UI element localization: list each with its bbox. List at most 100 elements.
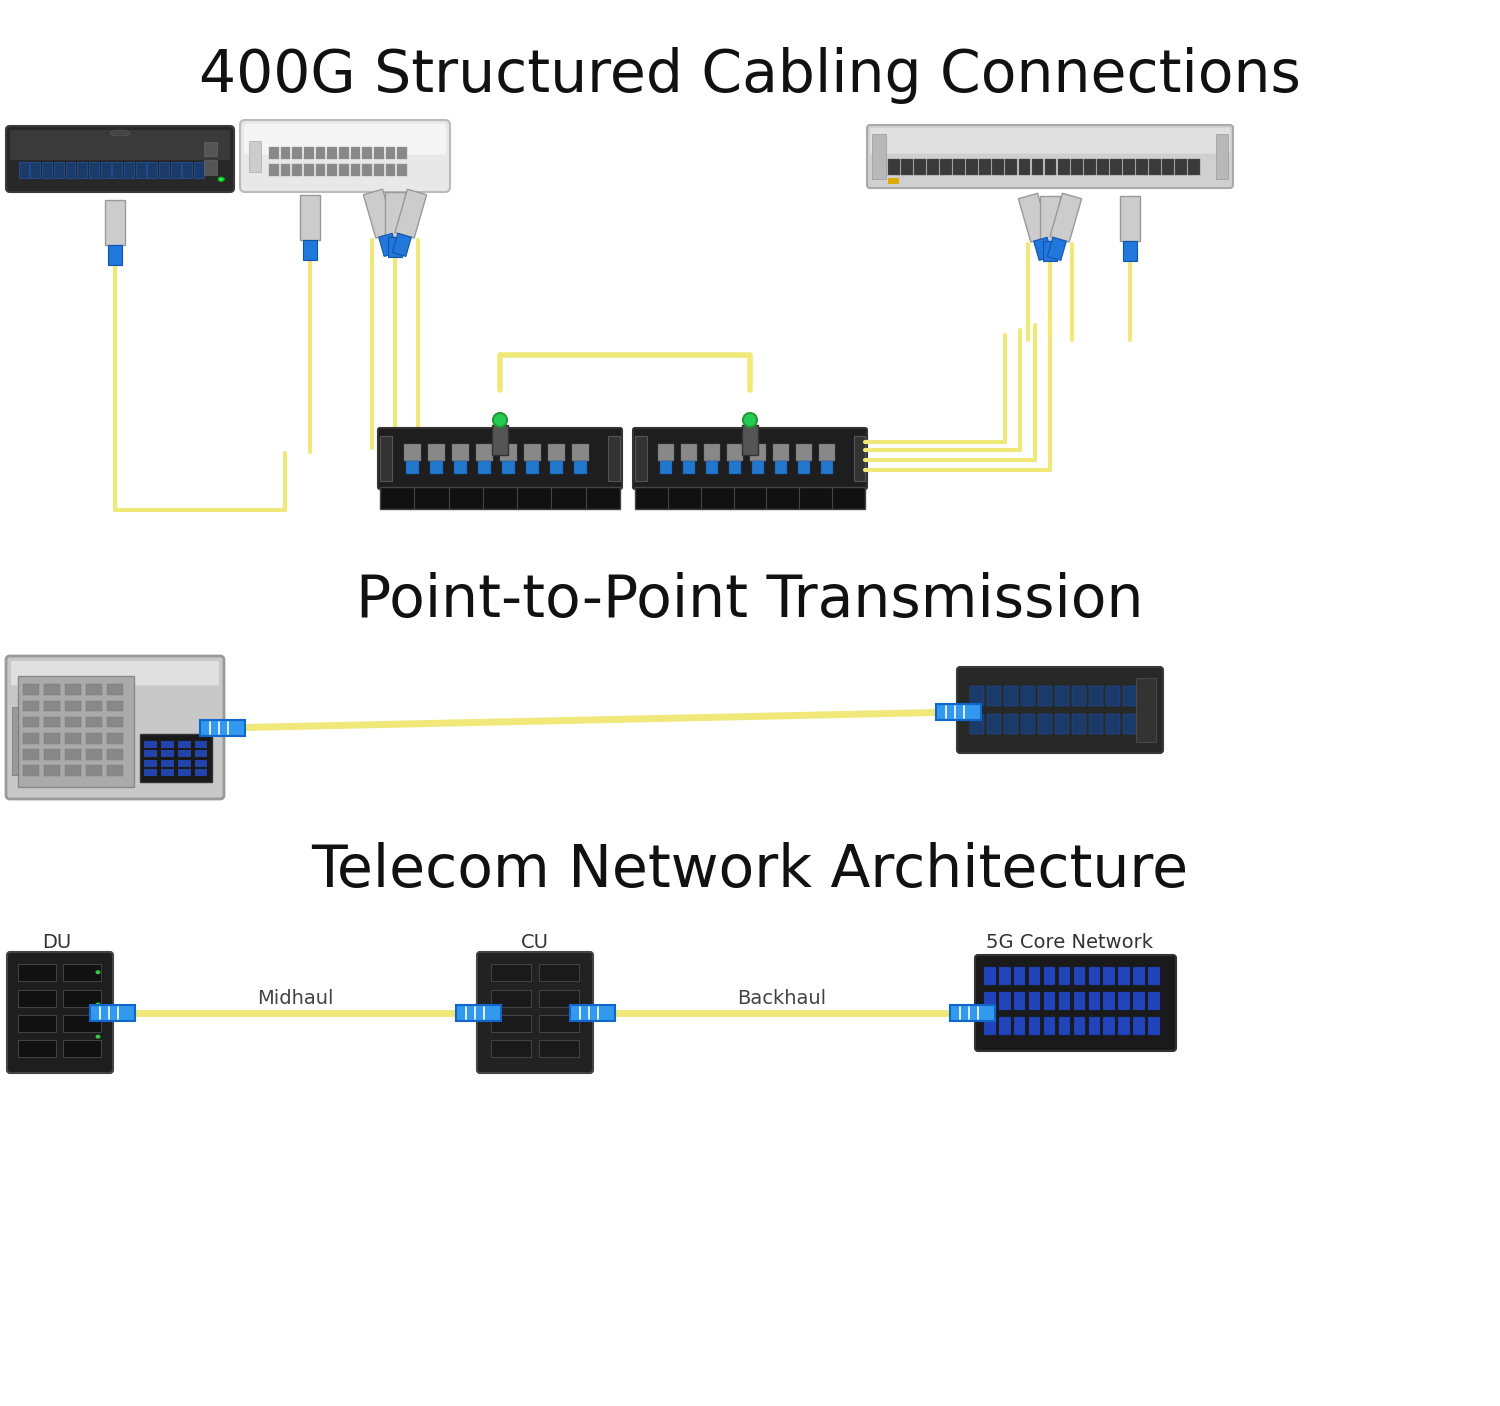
FancyBboxPatch shape xyxy=(957,666,1162,754)
Bar xyxy=(1014,1018,1026,1035)
Bar xyxy=(112,162,122,179)
Bar xyxy=(280,146,291,159)
Bar xyxy=(984,967,996,986)
Bar xyxy=(853,436,865,481)
Bar xyxy=(1047,238,1066,260)
Ellipse shape xyxy=(110,129,130,136)
Bar xyxy=(999,993,1011,1010)
Bar xyxy=(22,765,39,776)
Bar xyxy=(363,146,372,159)
Bar xyxy=(1104,1018,1114,1035)
Ellipse shape xyxy=(217,177,223,181)
Bar xyxy=(76,162,87,179)
Bar xyxy=(970,714,984,734)
Ellipse shape xyxy=(96,1002,100,1007)
FancyBboxPatch shape xyxy=(8,952,112,1073)
Bar xyxy=(22,685,39,695)
Bar xyxy=(490,965,531,981)
Bar xyxy=(993,159,1005,176)
Bar xyxy=(106,733,123,744)
Bar xyxy=(987,686,1000,706)
Bar xyxy=(178,769,190,776)
Bar xyxy=(540,990,579,1007)
Bar xyxy=(204,160,218,174)
Bar xyxy=(1022,714,1035,734)
FancyBboxPatch shape xyxy=(975,955,1176,1052)
Bar xyxy=(86,685,102,695)
Bar xyxy=(821,461,834,474)
Bar xyxy=(64,717,81,727)
Bar xyxy=(374,165,384,177)
Bar xyxy=(987,714,1000,734)
Bar xyxy=(1072,686,1086,706)
Bar xyxy=(1059,1018,1071,1035)
Bar xyxy=(351,165,360,177)
Bar xyxy=(1188,159,1200,176)
Bar xyxy=(1089,967,1100,986)
Bar xyxy=(1034,238,1053,260)
Bar xyxy=(984,993,996,1010)
Text: Backhaul: Backhaul xyxy=(738,988,827,1008)
Bar xyxy=(1042,240,1058,262)
Bar xyxy=(204,142,218,156)
Bar xyxy=(572,444,590,461)
Bar xyxy=(86,733,102,744)
Bar xyxy=(1096,159,1108,176)
Text: 5G Core Network: 5G Core Network xyxy=(987,934,1154,952)
Bar xyxy=(501,461,515,474)
Bar xyxy=(999,967,1011,986)
Ellipse shape xyxy=(494,413,507,427)
Bar xyxy=(1038,686,1052,706)
Bar xyxy=(1106,686,1120,706)
Bar xyxy=(1162,159,1174,176)
Bar xyxy=(315,146,326,159)
Bar xyxy=(1119,993,1130,1010)
Bar xyxy=(1119,1018,1130,1035)
Bar xyxy=(1083,159,1095,176)
Bar xyxy=(1032,159,1044,176)
Bar xyxy=(682,461,696,474)
Bar xyxy=(888,159,900,176)
Bar xyxy=(1134,967,1144,986)
Bar xyxy=(386,193,405,238)
Bar xyxy=(195,759,207,766)
Bar xyxy=(292,165,302,177)
Bar xyxy=(772,444,789,461)
Bar xyxy=(106,700,123,711)
Bar xyxy=(970,686,984,706)
Bar xyxy=(100,162,111,179)
Bar xyxy=(30,162,40,179)
Bar xyxy=(268,146,279,159)
Bar xyxy=(20,162,28,179)
Bar xyxy=(634,486,866,509)
Bar xyxy=(63,1015,100,1032)
Bar xyxy=(351,146,360,159)
Bar xyxy=(339,146,348,159)
Ellipse shape xyxy=(742,413,758,427)
Bar xyxy=(66,162,75,179)
Bar xyxy=(705,461,718,474)
Bar xyxy=(304,165,313,177)
Bar xyxy=(144,759,158,766)
Bar xyxy=(524,444,542,461)
Bar xyxy=(171,162,180,179)
Bar xyxy=(752,461,765,474)
Bar xyxy=(300,195,320,240)
Bar xyxy=(453,461,466,474)
Bar xyxy=(1215,134,1228,180)
Bar xyxy=(394,190,426,238)
Bar xyxy=(404,444,422,461)
Bar xyxy=(292,146,302,159)
FancyBboxPatch shape xyxy=(633,427,867,489)
Bar xyxy=(135,162,146,179)
Bar xyxy=(1124,714,1137,734)
Bar xyxy=(1005,159,1017,176)
Bar xyxy=(44,765,60,776)
Bar xyxy=(1074,1018,1084,1035)
Bar xyxy=(249,141,261,172)
Bar xyxy=(681,444,698,461)
Bar xyxy=(525,461,538,474)
Bar xyxy=(1089,993,1100,1010)
FancyBboxPatch shape xyxy=(477,952,592,1073)
Bar xyxy=(393,233,411,256)
